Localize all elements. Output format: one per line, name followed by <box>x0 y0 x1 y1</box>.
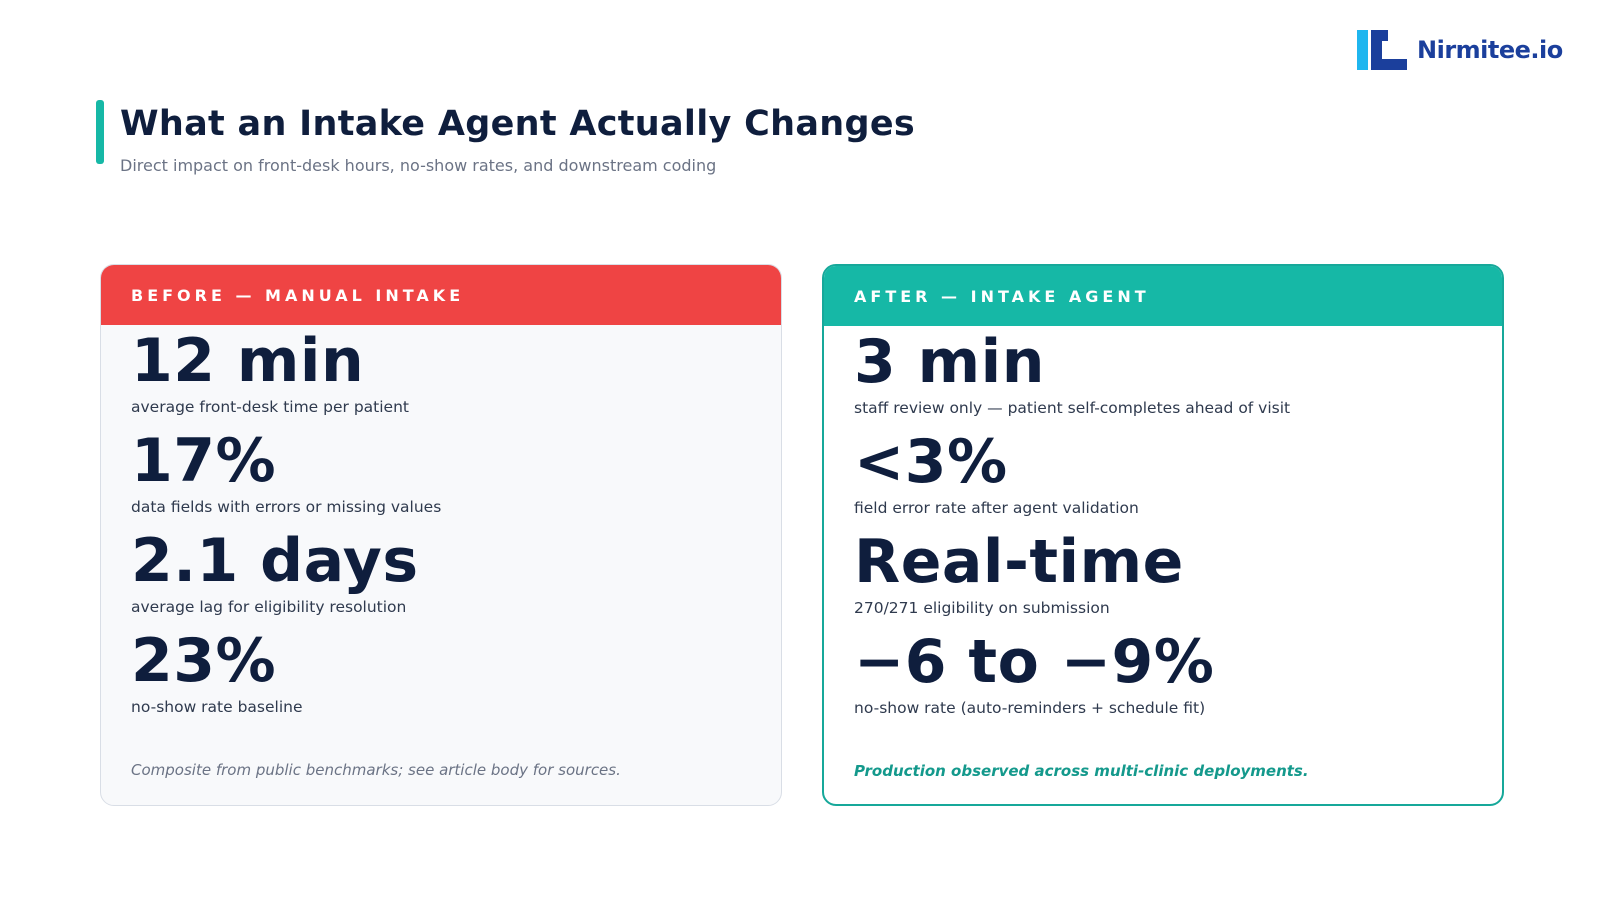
after-metric: −6 to −9% no-show rate (auto-reminders +… <box>854 628 1214 718</box>
metric-description: average front-desk time per patient <box>131 398 409 416</box>
page-subtitle: Direct impact on front-desk hours, no-sh… <box>120 156 717 175</box>
metric-value: 17% <box>131 426 277 496</box>
after-card-footnote: Production observed across multi-clinic … <box>854 762 1309 780</box>
after-card-header-label: AFTER — INTAKE AGENT <box>854 286 1150 306</box>
before-metric: 23% no-show rate baseline <box>131 627 303 717</box>
metric-description: no-show rate baseline <box>131 698 303 716</box>
metric-description: staff review only — patient self-complet… <box>854 399 1291 417</box>
metric-value: Real-time <box>854 527 1184 597</box>
metric-description: data fields with errors or missing value… <box>131 498 442 516</box>
before-metric: 12 min average front-desk time per patie… <box>131 327 409 417</box>
metric-description: no-show rate (auto-reminders + schedule … <box>854 699 1206 717</box>
before-card-header: BEFORE — MANUAL INTAKE <box>101 265 781 325</box>
metric-value: 12 min <box>131 326 365 396</box>
brand-logo[interactable]: Nirmitee.io <box>1357 30 1563 70</box>
metric-description: field error rate after agent validation <box>854 499 1139 517</box>
before-metric: 17% data fields with errors or missing v… <box>131 427 441 517</box>
metric-value: 2.1 days <box>131 526 419 596</box>
nirmitee-logo-icon <box>1357 30 1407 70</box>
metric-value: 3 min <box>854 327 1045 397</box>
before-card-footnote: Composite from public benchmarks; see ar… <box>131 761 621 779</box>
page-title: What an Intake Agent Actually Changes <box>120 104 915 144</box>
brand-name: Nirmitee.io <box>1417 36 1563 64</box>
metric-value: 23% <box>131 626 277 696</box>
after-metric: <3% field error rate after agent validat… <box>854 428 1139 518</box>
after-metric: 3 min staff review only — patient self-c… <box>854 328 1290 418</box>
metric-value: <3% <box>854 427 1008 497</box>
before-metric: 2.1 days average lag for eligibility res… <box>131 527 419 617</box>
after-card: AFTER — INTAKE AGENT 3 min staff review … <box>822 264 1504 806</box>
metric-description: 270/271 eligibility on submission <box>854 599 1110 617</box>
metric-value: −6 to −9% <box>854 627 1215 697</box>
after-metric: Real-time 270/271 eligibility on submiss… <box>854 528 1184 618</box>
after-card-header: AFTER — INTAKE AGENT <box>824 266 1502 326</box>
before-card-header-label: BEFORE — MANUAL INTAKE <box>131 285 465 305</box>
title-accent-bar <box>96 100 104 164</box>
before-card: BEFORE — MANUAL INTAKE 12 min average fr… <box>100 264 782 806</box>
metric-description: average lag for eligibility resolution <box>131 598 407 616</box>
